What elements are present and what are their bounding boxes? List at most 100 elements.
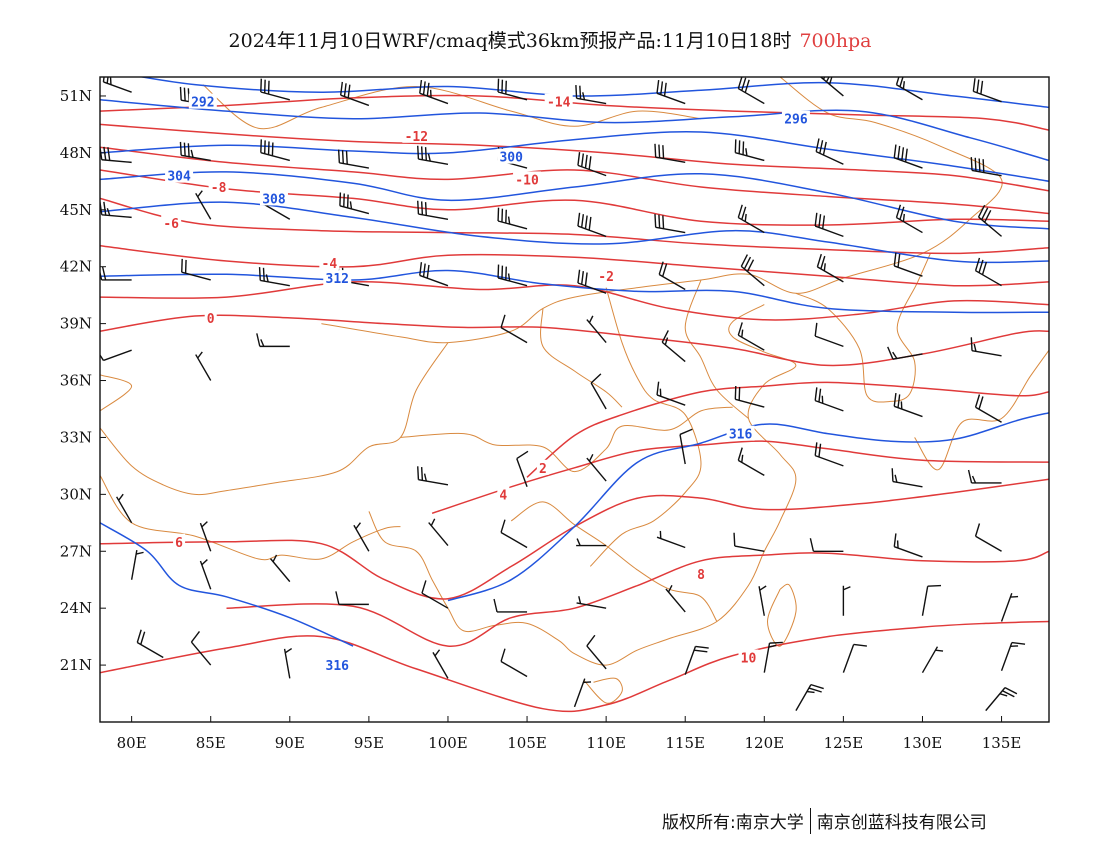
contour-line xyxy=(138,77,1049,109)
wind-barb xyxy=(497,78,528,101)
wind-barb xyxy=(895,77,923,101)
height-contour-label: 292 xyxy=(191,96,214,111)
wind-barb xyxy=(497,264,528,287)
boundary-line xyxy=(795,253,931,403)
boundary-line xyxy=(914,349,1049,471)
wind-barb xyxy=(665,584,686,613)
wind-barb xyxy=(283,648,293,679)
wind-barb xyxy=(577,269,607,294)
contour-line xyxy=(100,522,354,647)
height-contour-layer xyxy=(100,77,1049,647)
contour-line xyxy=(100,269,1049,314)
boundary-layer xyxy=(100,77,1049,704)
boundary-line xyxy=(766,583,797,647)
wind-barb xyxy=(737,204,765,234)
wind-barb xyxy=(734,139,765,162)
boundary-line xyxy=(540,308,623,408)
x-tick-label: 110E xyxy=(586,734,626,752)
y-tick-label: 27N xyxy=(60,542,92,560)
contour-line xyxy=(100,146,1049,215)
contour-label-bg xyxy=(781,110,810,126)
wind-barb xyxy=(337,149,370,169)
contour-line xyxy=(226,550,1049,647)
temperature-contour-label: -10 xyxy=(515,173,539,188)
wind-barb xyxy=(500,314,528,344)
wind-barb xyxy=(576,538,607,547)
wind-barb xyxy=(419,79,449,105)
wind-barb xyxy=(814,387,844,412)
wind-barb xyxy=(269,554,291,583)
y-tick-label: 30N xyxy=(60,485,92,503)
wind-barb xyxy=(740,254,765,287)
boundary-line xyxy=(368,304,797,666)
temperature-contour-label: 4 xyxy=(499,488,507,503)
wind-barb xyxy=(895,204,923,234)
contour-line xyxy=(100,478,1049,600)
wind-barb xyxy=(493,598,528,613)
temperature-contour-label: 6 xyxy=(175,536,183,551)
contour-line xyxy=(100,169,1049,226)
wind-barb xyxy=(972,78,1002,103)
wind-barb xyxy=(339,81,370,107)
contour-label-bg xyxy=(188,93,217,109)
contour-line xyxy=(100,201,1049,264)
wind-barb xyxy=(887,346,923,360)
temperature-contour-label: -6 xyxy=(163,217,179,232)
wind-barb xyxy=(733,532,765,552)
wind-barb xyxy=(737,77,765,105)
y-tick-label: 36N xyxy=(60,372,92,390)
wind-barb xyxy=(573,678,592,708)
x-tick-label: 100E xyxy=(428,734,468,752)
wind-barb xyxy=(977,204,1002,237)
wind-barb xyxy=(654,143,686,164)
wind-barb xyxy=(974,257,1002,287)
y-tick-label: 45N xyxy=(60,201,92,219)
contour-line xyxy=(526,381,1049,478)
height-contour-label: 312 xyxy=(326,272,349,287)
contour-label-bg xyxy=(596,268,617,284)
wind-barb xyxy=(814,322,844,348)
y-tick-label: 39N xyxy=(60,315,92,333)
wind-barb xyxy=(1000,641,1026,672)
wind-barb xyxy=(814,212,844,238)
temperature-contour-label: 0 xyxy=(207,312,215,327)
wind-barb xyxy=(679,428,693,465)
wind-barb xyxy=(654,213,686,234)
wind-barb xyxy=(576,596,607,609)
wind-barb xyxy=(893,392,923,418)
wind-barb xyxy=(417,466,449,486)
wind-barb xyxy=(656,79,686,105)
wind-barb xyxy=(190,631,212,666)
contour-line xyxy=(100,171,1049,230)
wind-barb xyxy=(893,144,923,169)
contour-line xyxy=(100,123,1049,192)
wind-barb xyxy=(970,157,1002,177)
wind-barb xyxy=(199,521,212,552)
contour-line xyxy=(100,245,1049,287)
contour-label-bg xyxy=(497,486,510,502)
temperature-contour-label: -8 xyxy=(211,181,227,196)
contour-line xyxy=(100,130,1049,183)
pressure-level: 700hpa xyxy=(799,30,872,52)
x-tick-label: 105E xyxy=(507,734,547,752)
contour-line xyxy=(431,440,1049,515)
wind-barb xyxy=(763,641,783,673)
height-contour-label: 316 xyxy=(326,659,350,674)
wind-barb xyxy=(577,212,607,238)
contour-label-bg xyxy=(402,127,431,143)
wind-barb xyxy=(100,266,132,281)
wind-barb xyxy=(181,258,211,281)
wind-barb xyxy=(921,646,944,674)
copyright-right: 南京创蓝科技有限公司 xyxy=(816,813,987,833)
wind-barb xyxy=(417,200,449,220)
contour-label-bg xyxy=(726,425,755,441)
boundary-line xyxy=(589,287,702,567)
wind-barb xyxy=(658,261,686,291)
wind-barb xyxy=(258,267,290,287)
wind-barb xyxy=(974,523,1002,552)
map-frame xyxy=(99,76,1050,723)
contour-label-bg xyxy=(497,148,526,164)
wind-barb xyxy=(353,522,370,552)
temperature-contour-label: -4 xyxy=(322,257,338,272)
